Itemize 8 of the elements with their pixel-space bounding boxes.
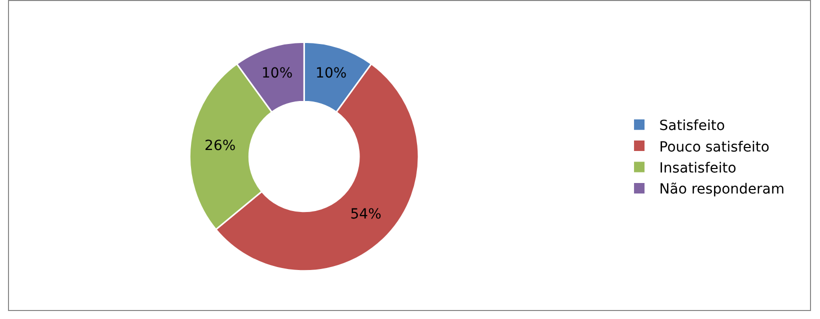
legend-label: Insatisfeito <box>659 160 736 176</box>
data-label: 10% <box>262 65 293 82</box>
legend-label: Não responderam <box>659 182 785 198</box>
data-label: 26% <box>204 138 236 154</box>
legend-label: Satisfeito <box>659 118 725 134</box>
data-label: 10% <box>316 65 347 82</box>
legend-label: Pouco satisfeito <box>659 139 770 156</box>
data-label: 54% <box>350 206 382 222</box>
